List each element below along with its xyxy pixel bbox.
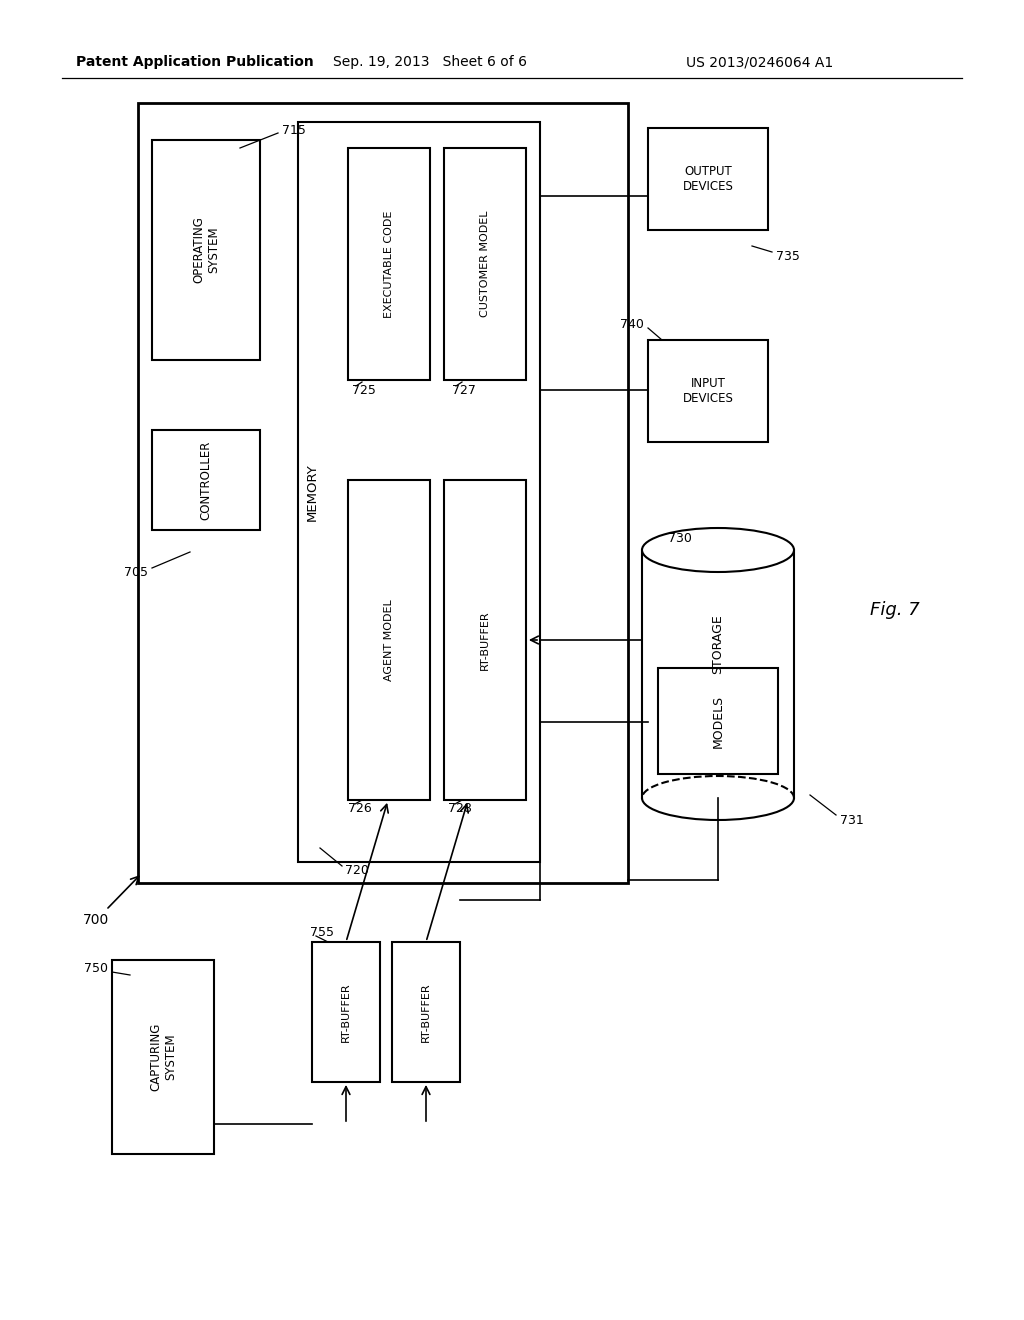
Text: Patent Application Publication: Patent Application Publication: [76, 55, 314, 69]
Bar: [648, 341, 768, 442]
Text: MODELS: MODELS: [712, 694, 725, 747]
Text: US 2013/0246064 A1: US 2013/0246064 A1: [686, 55, 834, 69]
Text: Fig. 7: Fig. 7: [870, 601, 920, 619]
Text: 750: 750: [84, 961, 108, 974]
Bar: [138, 103, 628, 883]
Text: 727: 727: [452, 384, 476, 396]
Text: OUTPUT
DEVICES: OUTPUT DEVICES: [683, 165, 733, 193]
Bar: [444, 148, 526, 380]
Bar: [152, 140, 260, 360]
Text: 726: 726: [348, 801, 372, 814]
Bar: [152, 430, 260, 531]
Bar: [312, 942, 380, 1082]
Text: 705: 705: [124, 565, 148, 578]
Text: EXECUTABLE CODE: EXECUTABLE CODE: [384, 210, 394, 318]
Text: INPUT
DEVICES: INPUT DEVICES: [683, 378, 733, 405]
Text: 728: 728: [449, 801, 472, 814]
Bar: [648, 128, 768, 230]
Text: MEMORY: MEMORY: [305, 463, 318, 521]
Text: Sep. 19, 2013   Sheet 6 of 6: Sep. 19, 2013 Sheet 6 of 6: [333, 55, 527, 69]
Text: 715: 715: [282, 124, 306, 136]
Text: 740: 740: [621, 318, 644, 330]
Bar: [348, 148, 430, 380]
Text: CAPTURING
SYSTEM: CAPTURING SYSTEM: [150, 1023, 177, 1092]
Text: AGENT MODEL: AGENT MODEL: [384, 599, 394, 681]
Bar: [348, 480, 430, 800]
Text: 730: 730: [668, 532, 692, 544]
Text: 735: 735: [776, 249, 800, 263]
Ellipse shape: [642, 528, 794, 572]
Bar: [112, 960, 214, 1154]
Text: 720: 720: [345, 863, 369, 876]
Bar: [444, 480, 526, 800]
Text: STORAGE: STORAGE: [712, 614, 725, 675]
Text: 725: 725: [352, 384, 376, 396]
Text: 731: 731: [840, 813, 864, 826]
Text: CONTROLLER: CONTROLLER: [200, 441, 213, 520]
Text: RT-BUFFER: RT-BUFFER: [421, 982, 431, 1041]
Text: 700: 700: [83, 913, 110, 927]
Text: RT-BUFFER: RT-BUFFER: [341, 982, 351, 1041]
Bar: [298, 121, 540, 862]
Text: OPERATING
SYSTEM: OPERATING SYSTEM: [193, 216, 220, 284]
Bar: [392, 942, 460, 1082]
Text: 755: 755: [310, 925, 334, 939]
Text: RT-BUFFER: RT-BUFFER: [480, 610, 490, 669]
Text: CUSTOMER MODEL: CUSTOMER MODEL: [480, 211, 490, 317]
Bar: [658, 668, 778, 774]
